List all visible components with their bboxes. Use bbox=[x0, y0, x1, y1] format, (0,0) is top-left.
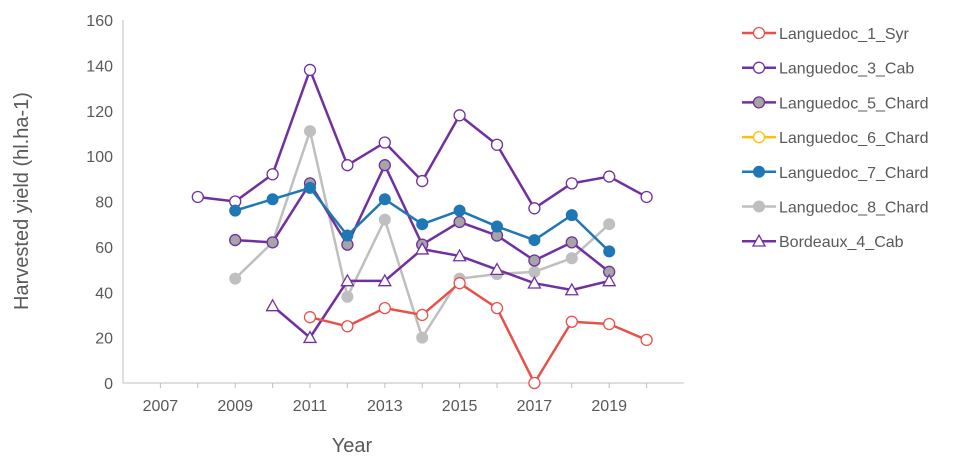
data-point bbox=[565, 177, 578, 190]
data-point bbox=[528, 376, 541, 390]
data-point bbox=[341, 290, 354, 303]
data-point bbox=[266, 236, 279, 249]
y-tick-label: 60 bbox=[95, 240, 113, 257]
legend-label: Languedoc_6_Chard bbox=[779, 130, 928, 147]
legend-swatch-marker bbox=[753, 165, 765, 178]
legend-swatch-marker bbox=[752, 26, 766, 40]
y-tick-label: 80 bbox=[95, 195, 113, 212]
data-point bbox=[602, 273, 617, 287]
legend-label: Languedoc_8_Chard bbox=[779, 200, 928, 217]
data-point bbox=[266, 168, 279, 181]
legend-label: Languedoc_3_Cab bbox=[779, 61, 914, 78]
data-point bbox=[341, 159, 354, 172]
data-point bbox=[229, 272, 242, 285]
x-tick-label: 2009 bbox=[217, 398, 253, 415]
x-tick-label: 2007 bbox=[143, 398, 179, 415]
legend-swatch-marker bbox=[752, 96, 766, 109]
data-point bbox=[229, 204, 242, 217]
data-point bbox=[415, 241, 430, 255]
data-point bbox=[528, 202, 541, 215]
data-point bbox=[378, 213, 391, 226]
legend-label: Languedoc_1_Syr bbox=[779, 26, 910, 43]
data-point bbox=[528, 265, 541, 278]
data-point bbox=[528, 254, 541, 267]
data-point bbox=[265, 298, 280, 312]
legend-swatch-marker bbox=[752, 130, 766, 144]
y-tick-label: 120 bbox=[86, 104, 113, 121]
data-point bbox=[564, 282, 579, 296]
series-line bbox=[197, 68, 648, 210]
data-point bbox=[378, 301, 391, 315]
y-tick-label: 100 bbox=[86, 149, 113, 166]
series-line bbox=[271, 247, 610, 339]
data-point bbox=[640, 190, 653, 204]
data-point bbox=[489, 262, 505, 276]
legend-swatch-marker bbox=[753, 200, 765, 213]
series-line bbox=[234, 129, 611, 339]
data-point bbox=[491, 220, 503, 233]
legend-swatch-marker bbox=[752, 61, 766, 74]
data-point bbox=[191, 190, 204, 204]
data-point bbox=[603, 170, 616, 183]
data-point bbox=[603, 245, 616, 258]
data-point bbox=[640, 333, 653, 347]
data-point bbox=[377, 273, 392, 287]
x-tick-label: 2013 bbox=[367, 398, 403, 415]
data-point bbox=[378, 159, 391, 172]
y-tick-label: 140 bbox=[86, 58, 113, 75]
y-tick-labels: 0 20 40 60 80 100 120 140 160 bbox=[86, 13, 113, 393]
data-point bbox=[565, 209, 578, 222]
legend-label: Languedoc_7_Chard bbox=[779, 165, 928, 182]
data-point bbox=[378, 193, 391, 206]
data-point bbox=[527, 275, 542, 289]
data-point bbox=[490, 301, 504, 315]
data-point bbox=[266, 193, 279, 206]
data-point bbox=[453, 215, 466, 229]
data-point bbox=[603, 317, 616, 331]
data-point bbox=[565, 315, 578, 328]
series-line bbox=[309, 281, 648, 385]
y-axis-title: Harvested yield (hl.ha-1) bbox=[11, 92, 33, 310]
data-point bbox=[452, 248, 467, 262]
data-point bbox=[453, 277, 466, 290]
data-point bbox=[490, 138, 504, 151]
y-tick-label: 20 bbox=[95, 331, 113, 348]
data-point bbox=[340, 273, 355, 287]
data-point bbox=[453, 109, 466, 122]
x-tick-label: 2011 bbox=[293, 398, 328, 415]
data-point bbox=[603, 218, 616, 231]
x-tick-label: 2017 bbox=[517, 398, 553, 415]
y-tick-label: 160 bbox=[86, 13, 113, 30]
data-point bbox=[416, 218, 429, 231]
data-point bbox=[304, 125, 316, 138]
data-point bbox=[341, 229, 354, 242]
data-point bbox=[341, 320, 354, 333]
y-tick-label: 0 bbox=[104, 376, 113, 393]
x-tick-label: 2019 bbox=[591, 398, 627, 415]
x-tick-label: 2015 bbox=[442, 398, 478, 415]
data-point bbox=[416, 331, 429, 344]
legend-label: Languedoc_5_Chard bbox=[779, 95, 928, 112]
data-point bbox=[416, 308, 429, 322]
legend-swatch-marker bbox=[751, 233, 767, 247]
legend-label: Bordeaux_4_Cab bbox=[779, 234, 904, 251]
data-point bbox=[303, 311, 317, 324]
y-tick-label: 40 bbox=[95, 285, 113, 302]
legend: Languedoc_1_Syr Languedoc_3_Cab Languedoc_… bbox=[742, 26, 928, 251]
data-point bbox=[303, 63, 317, 77]
data-point bbox=[302, 330, 318, 344]
series-markers bbox=[191, 63, 653, 390]
data-point bbox=[528, 234, 541, 247]
data-point bbox=[565, 252, 578, 265]
x-tick-labels: 2007 2009 2011 2013 2015 2017 2019 bbox=[143, 398, 627, 415]
x-axis-title: Year bbox=[332, 435, 373, 457]
data-point bbox=[378, 136, 391, 149]
data-point bbox=[453, 204, 466, 217]
data-point bbox=[565, 236, 578, 249]
data-point bbox=[229, 233, 242, 247]
data-point bbox=[416, 174, 429, 188]
data-point bbox=[304, 181, 316, 194]
